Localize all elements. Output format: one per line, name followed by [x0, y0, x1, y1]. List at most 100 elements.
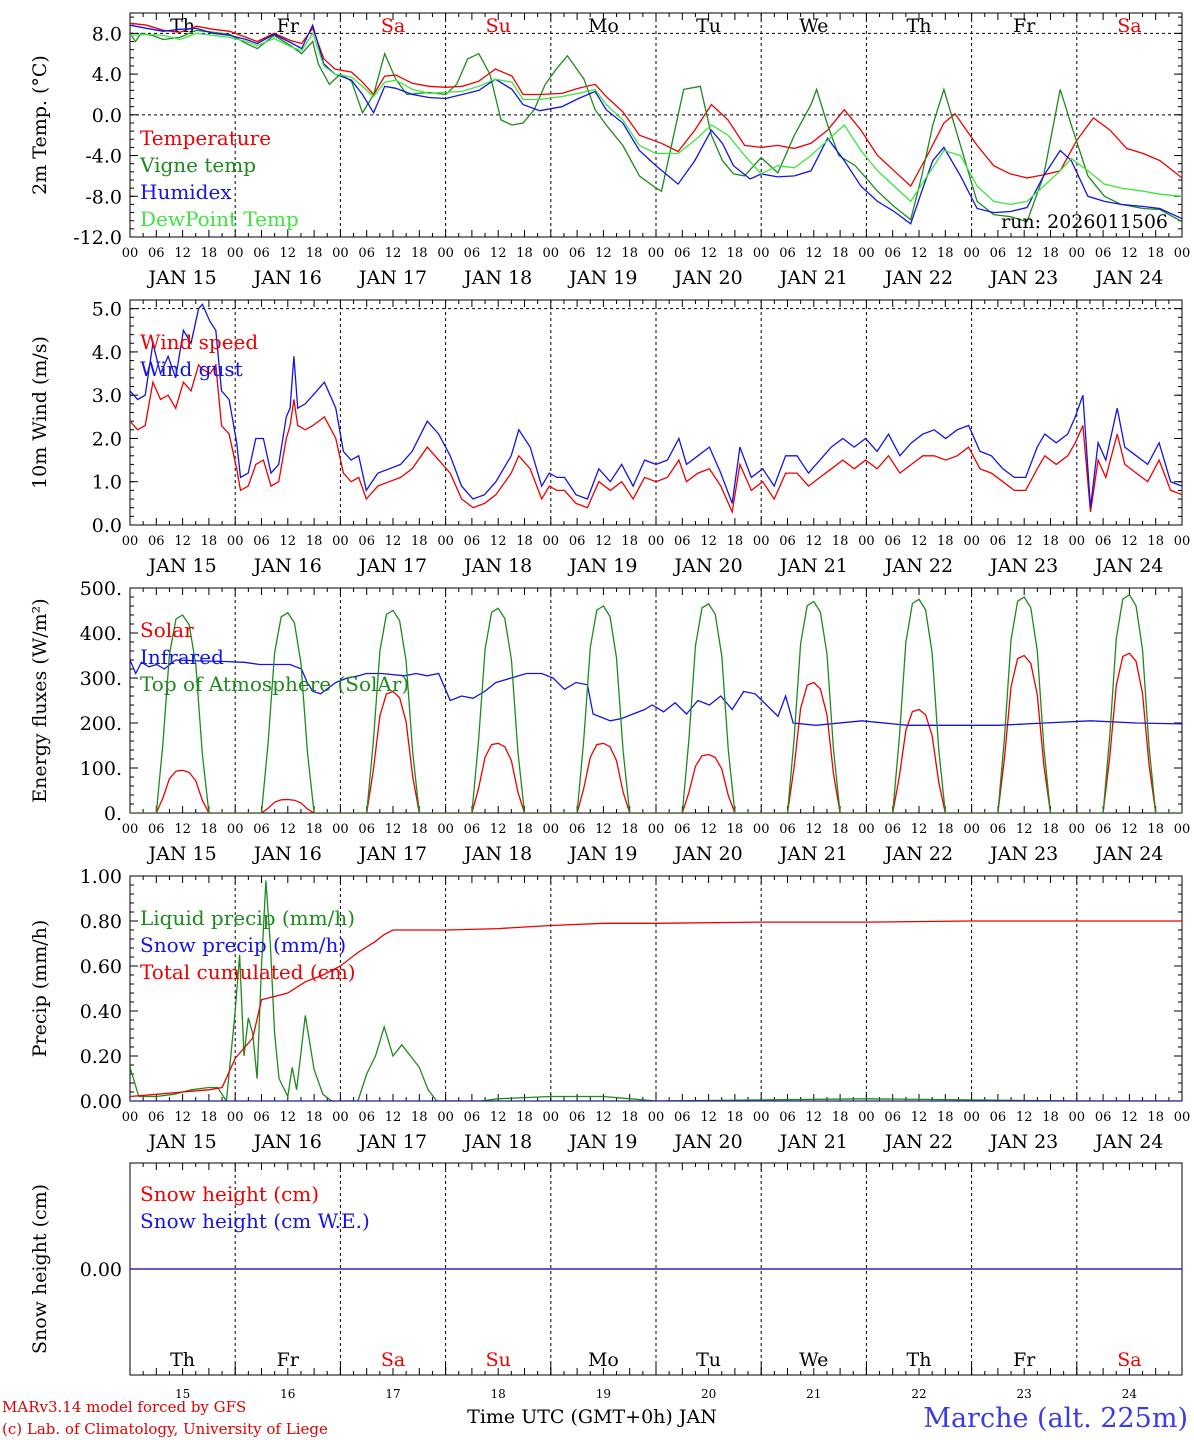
series-line-temperature [130, 22, 1182, 188]
hour-tick-label: 00 [1174, 822, 1191, 837]
hour-tick-label: 00 [1069, 534, 1086, 549]
date-label: JAN 24 [1093, 267, 1163, 289]
hour-tick-label: 00 [332, 246, 349, 261]
date-label: JAN 23 [988, 267, 1058, 289]
y-tick-label: 0.00 [80, 1091, 122, 1113]
hour-tick-label: 12 [490, 534, 507, 549]
day-of-week-label: Tu [696, 15, 721, 37]
series-line-top-of-atmosphere-solar [130, 593, 1182, 813]
hour-tick-label: 00 [122, 534, 139, 549]
legend-entry: Wind gust [140, 357, 243, 381]
panel-wind: 5.0 4.0 3.0 2.0 1.0 0.0 10m Wind (m/s) 00 06 12 18… [29, 299, 1190, 577]
hour-tick-label: 00 [963, 822, 980, 837]
legend-entry: Infrared [140, 645, 224, 669]
hour-tick-label: 00 [332, 534, 349, 549]
hour-tick-label: 00 [963, 246, 980, 261]
hour-tick-label: 00 [227, 246, 244, 261]
day-number-label: 20 [701, 1387, 716, 1401]
date-label: JAN 18 [462, 1131, 532, 1153]
date-label: JAN 24 [1093, 555, 1163, 577]
hour-tick-label: 06 [148, 534, 165, 549]
hour-tick-label: 06 [884, 1110, 901, 1125]
hour-tick-label: 12 [595, 534, 612, 549]
y-tick-label: 4.0 [92, 64, 122, 86]
y-tick-label: 0.20 [80, 1046, 122, 1068]
hour-tick-label: 06 [990, 246, 1007, 261]
day-number-label: 17 [385, 1387, 400, 1401]
hour-tick-label: 12 [700, 822, 717, 837]
legend-entry: Humidex [140, 180, 232, 204]
date-label: JAN 16 [252, 267, 322, 289]
date-label: JAN 23 [988, 843, 1058, 865]
hour-tick-label: 00 [437, 1110, 454, 1125]
date-label: JAN 24 [1093, 1131, 1163, 1153]
hour-tick-label: 12 [385, 1110, 402, 1125]
hour-tick-label: 00 [1174, 246, 1191, 261]
hour-tick-label: 18 [832, 822, 849, 837]
date-label: JAN 17 [357, 1131, 427, 1153]
day-of-week-label: Th [170, 15, 195, 37]
date-label: JAN 20 [673, 1131, 743, 1153]
hour-tick-label: 00 [227, 534, 244, 549]
hour-tick-label: 18 [411, 1110, 428, 1125]
hour-tick-label: 00 [332, 1110, 349, 1125]
day-of-week-label: Mo [588, 1349, 619, 1371]
series-line-wind-speed [130, 363, 1182, 515]
hour-tick-label: 06 [569, 246, 586, 261]
hour-tick-label: 06 [1095, 822, 1112, 837]
hour-tick-label: 12 [595, 822, 612, 837]
date-label: JAN 21 [778, 1131, 848, 1153]
legend-entry: Snow precip (mm/h) [140, 933, 346, 957]
day-of-week-label: We [799, 15, 828, 37]
hour-tick-label: 00 [1069, 1110, 1086, 1125]
hour-tick-label: 12 [1121, 246, 1138, 261]
hour-tick-label: 00 [227, 822, 244, 837]
hour-tick-label: 12 [700, 534, 717, 549]
panel-precip: 1.00 0.80 0.60 0.40 0.20 0.00 Precip (mm/h) 00 0… [29, 866, 1190, 1153]
hour-tick-label: 06 [779, 1110, 796, 1125]
series-line-wind-gust [130, 303, 1182, 508]
hour-tick-label: 00 [543, 246, 560, 261]
hour-tick-label: 12 [1121, 1110, 1138, 1125]
day-of-week-label: Sa [1117, 15, 1141, 37]
hour-tick-label: 18 [201, 822, 218, 837]
hour-tick-label: 00 [648, 1110, 665, 1125]
y-tick-label: 1.0 [92, 472, 122, 494]
hour-tick-label: 00 [543, 534, 560, 549]
hour-tick-label: 00 [437, 246, 454, 261]
y-tick-label: 1.00 [80, 866, 122, 888]
hour-tick-label: 00 [1174, 534, 1191, 549]
hour-tick-label: 12 [174, 534, 191, 549]
date-label: JAN 18 [462, 555, 532, 577]
date-label: JAN 22 [883, 555, 953, 577]
day-number-label: 19 [596, 1387, 611, 1401]
hour-tick-label: 00 [648, 246, 665, 261]
hour-tick-label: 00 [858, 1110, 875, 1125]
run-label: run: 2026011506 [1001, 211, 1168, 233]
hour-tick-label: 06 [990, 534, 1007, 549]
hour-tick-label: 00 [122, 246, 139, 261]
hour-tick-label: 12 [1016, 1110, 1033, 1125]
date-label: JAN 22 [883, 1131, 953, 1153]
hour-tick-label: 18 [516, 822, 533, 837]
hour-tick-label: 06 [358, 534, 375, 549]
hour-tick-label: 12 [911, 822, 928, 837]
hour-tick-label: 18 [411, 246, 428, 261]
hour-tick-label: 18 [201, 246, 218, 261]
hour-tick-label: 18 [306, 1110, 323, 1125]
hour-tick-label: 06 [1095, 246, 1112, 261]
day-of-week-label: Fr [1013, 1349, 1036, 1371]
hour-tick-label: 00 [1174, 1110, 1191, 1125]
y-axis-label: Energy fluxes (W/m²) [29, 598, 51, 802]
hour-tick-label: 18 [1042, 1110, 1059, 1125]
series-line-vigne-temp [130, 29, 1182, 223]
hour-tick-label: 06 [358, 1110, 375, 1125]
y-tick-label: 4.0 [92, 342, 122, 364]
hour-tick-label: 12 [700, 246, 717, 261]
hour-tick-label: 12 [806, 534, 823, 549]
hour-tick-label: 12 [1016, 822, 1033, 837]
hour-tick-label: 18 [516, 1110, 533, 1125]
date-label: JAN 20 [673, 267, 743, 289]
date-label: JAN 15 [147, 843, 217, 865]
